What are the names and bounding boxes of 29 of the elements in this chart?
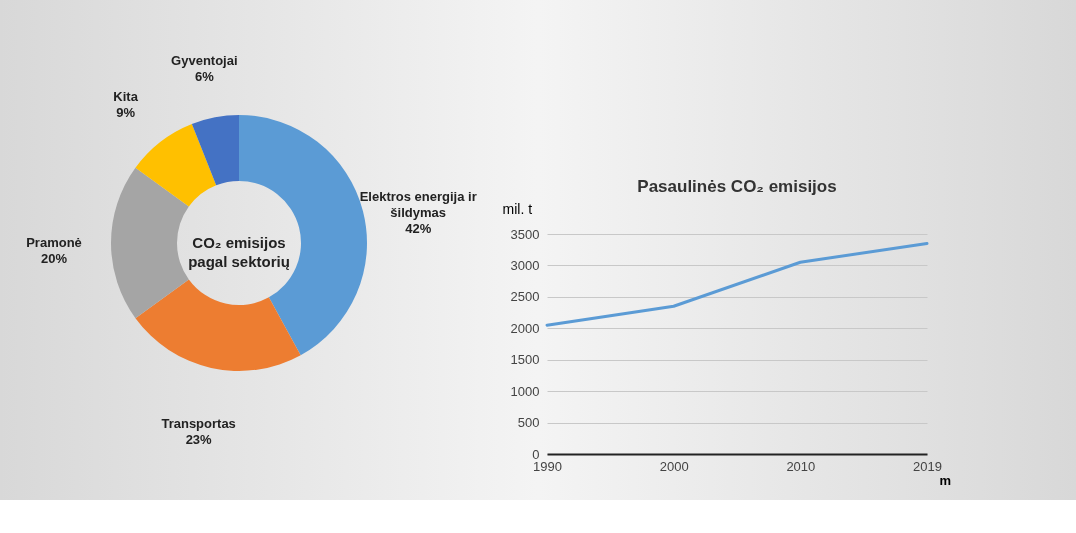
donut-slice (191, 115, 239, 186)
data-label: 42% (405, 220, 432, 236)
donut-slice (135, 279, 301, 371)
donut-slice (135, 123, 217, 207)
y-tick-label: 1500 (510, 352, 540, 368)
x-tick-label: 2010 (786, 458, 816, 474)
slice-label: Kita (113, 88, 139, 104)
slice-label: Transportas (161, 415, 236, 431)
text: CO₂ emisijos pagal sektorių (188, 234, 290, 270)
slice-label: Gyventojai (171, 53, 238, 69)
x-axis-title: m (939, 472, 952, 488)
chart-title: Pasaulinės CO₂ emisijos (637, 177, 837, 196)
data-label: 6% (194, 69, 215, 85)
slice-label: Pramonė (26, 235, 82, 250)
y-tick-label: 2500 (510, 289, 540, 305)
data-label: 23% (185, 431, 213, 447)
y-tick-label: 3000 (510, 257, 540, 273)
y-tick-label: 2000 (510, 320, 540, 336)
data-label: 20% (40, 251, 68, 266)
y-tick-label: 1000 (510, 383, 540, 399)
y-axis-title: mil. t (502, 200, 533, 217)
x-tick-label: 2000 (659, 458, 689, 474)
slice-label: Elektros energija ir šildymas (359, 188, 477, 220)
y-tick-label: 3500 (510, 226, 540, 242)
x-tick-label: 2019 (913, 458, 942, 474)
y-tick-label: 500 (517, 415, 540, 431)
donut-slice (111, 167, 189, 319)
line-series (545, 241, 929, 327)
data-label: 9% (116, 104, 136, 120)
